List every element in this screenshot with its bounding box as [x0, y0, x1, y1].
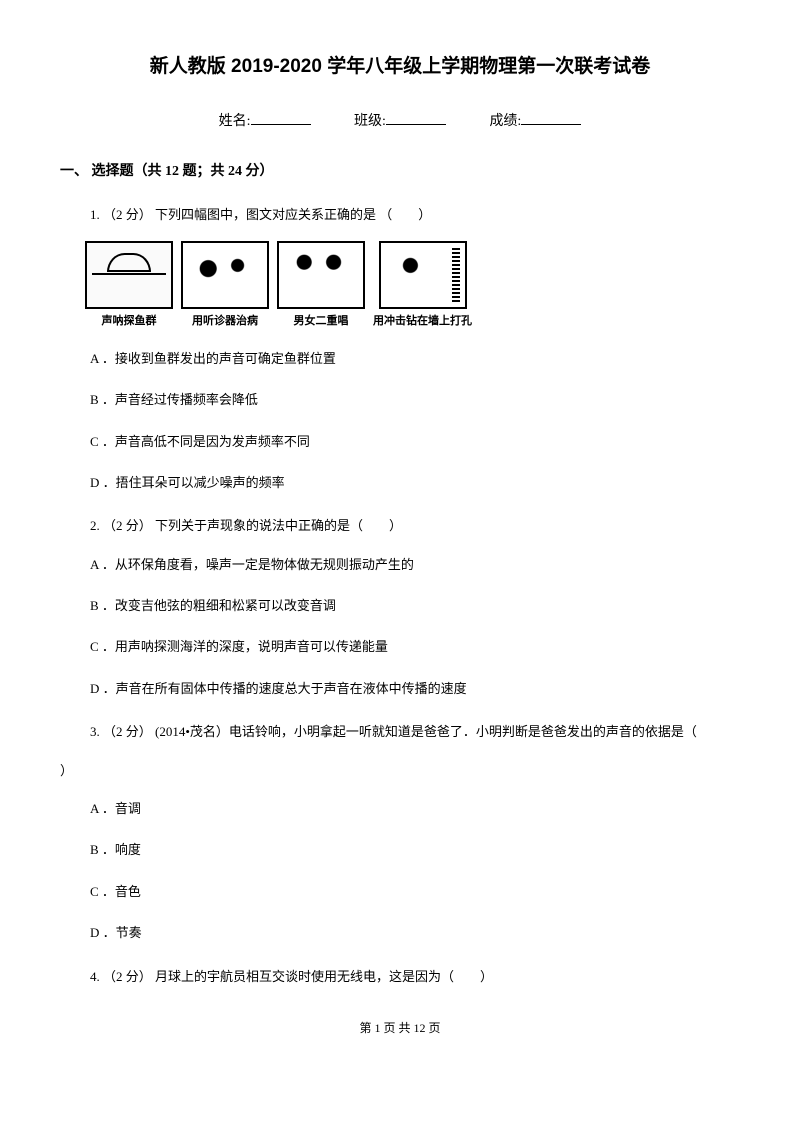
- opt-label: A ．: [90, 351, 115, 366]
- option-c: C ．用声呐探测海洋的深度，说明声音可以传递能量: [90, 635, 740, 658]
- opt-text: 音调: [115, 801, 141, 816]
- header-fields: 姓名: 班级: 成绩:: [60, 109, 740, 134]
- opt-text: 接收到鱼群发出的声音可确定鱼群位置: [115, 351, 336, 366]
- opt-text: 改变吉他弦的粗细和松紧可以改变音调: [115, 598, 336, 613]
- image-stethoscope: [181, 241, 269, 309]
- image-caption: 用听诊器治病: [192, 312, 258, 332]
- option-b: B ．声音经过传播频率会降低: [90, 388, 740, 411]
- q-body: (2014•茂名）电话铃响，小明拿起一听就知道是爸爸了．小明判断是爸爸发出的声音…: [155, 724, 697, 739]
- name-label: 姓名:: [219, 114, 251, 129]
- q-body: 月球上的宇航员相互交谈时使用无线电，这是因为（ ）: [155, 969, 493, 984]
- image-box-3: 男女二重唱: [277, 241, 365, 332]
- section-header: 一、 选择题（共 12 题；共 24 分）: [60, 159, 740, 184]
- image-caption: 声呐探鱼群: [102, 312, 157, 332]
- option-a: A ．接收到鱼群发出的声音可确定鱼群位置: [90, 347, 740, 370]
- score-label: 成绩:: [489, 114, 521, 129]
- opt-text: 用声呐探测海洋的深度，说明声音可以传递能量: [115, 639, 388, 654]
- wrap-close: ）: [60, 759, 740, 782]
- opt-text: 声音高低不同是因为发声频率不同: [115, 434, 310, 449]
- opt-label: C ．: [90, 639, 115, 654]
- opt-label: D ．: [90, 475, 116, 490]
- exam-title: 新人教版 2019-2020 学年八年级上学期物理第一次联考试卷: [60, 50, 740, 84]
- opt-label: C ．: [90, 434, 115, 449]
- option-c: C ．声音高低不同是因为发声频率不同: [90, 430, 740, 453]
- opt-label: D ．: [90, 925, 116, 940]
- image-duet: [277, 241, 365, 309]
- q-points: （2 分）: [103, 724, 152, 739]
- opt-text: 声音经过传播频率会降低: [115, 392, 258, 407]
- opt-label: A ．: [90, 557, 115, 572]
- class-label: 班级:: [354, 114, 386, 129]
- option-b: B ．改变吉他弦的粗细和松紧可以改变音调: [90, 594, 740, 617]
- opt-text: 捂住耳朵可以减少噪声的频率: [116, 475, 285, 490]
- q-points: （2 分）: [103, 969, 152, 984]
- q-body: 下列关于声现象的说法中正确的是（ ）: [155, 518, 402, 533]
- image-caption: 用冲击钻在墙上打孔: [373, 312, 472, 332]
- question-text: 4. （2 分） 月球上的宇航员相互交谈时使用无线电，这是因为（ ）: [90, 965, 740, 988]
- opt-label: A ．: [90, 801, 115, 816]
- option-d: D ．声音在所有固体中传播的速度总大于声音在液体中传播的速度: [90, 677, 740, 700]
- opt-text: 从环保角度看，噪声一定是物体做无规则振动产生的: [115, 557, 414, 572]
- opt-label: B ．: [90, 842, 115, 857]
- images-row: 声呐探鱼群 用听诊器治病 男女二重唱 用冲击钻在墙上打孔: [85, 241, 740, 332]
- option-a: A ．音调: [90, 797, 740, 820]
- image-box-1: 声呐探鱼群: [85, 241, 173, 332]
- opt-label: D ．: [90, 681, 116, 696]
- option-a: A ．从环保角度看，噪声一定是物体做无规则振动产生的: [90, 553, 740, 576]
- question-text: 3. （2 分） (2014•茂名）电话铃响，小明拿起一听就知道是爸爸了．小明判…: [90, 720, 740, 743]
- option-b: B ．响度: [90, 838, 740, 861]
- page-footer: 第 1 页 共 12 页: [60, 1018, 740, 1040]
- opt-label: B ．: [90, 598, 115, 613]
- q-points: （2 分）: [103, 207, 152, 222]
- name-blank[interactable]: [251, 124, 311, 125]
- image-caption: 男女二重唱: [294, 312, 349, 332]
- image-sonar: [85, 241, 173, 309]
- opt-label: C ．: [90, 884, 115, 899]
- q-points: （2 分）: [103, 518, 152, 533]
- question-3: 3. （2 分） (2014•茂名）电话铃响，小明拿起一听就知道是爸爸了．小明判…: [60, 720, 740, 944]
- score-blank[interactable]: [521, 124, 581, 125]
- opt-label: B ．: [90, 392, 115, 407]
- opt-text: 节奏: [116, 925, 142, 940]
- opt-text: 响度: [115, 842, 141, 857]
- q-number: 4.: [90, 969, 100, 984]
- opt-text: 音色: [115, 884, 141, 899]
- opt-text: 声音在所有固体中传播的速度总大于声音在液体中传播的速度: [116, 681, 467, 696]
- question-4: 4. （2 分） 月球上的宇航员相互交谈时使用无线电，这是因为（ ）: [60, 965, 740, 988]
- image-drill: [379, 241, 467, 309]
- option-d: D ．节奏: [90, 921, 740, 944]
- option-d: D ．捂住耳朵可以减少噪声的频率: [90, 471, 740, 494]
- question-text: 2. （2 分） 下列关于声现象的说法中正确的是（ ）: [90, 514, 740, 537]
- question-text: 1. （2 分） 下列四幅图中，图文对应关系正确的是 （ ）: [90, 203, 740, 226]
- class-blank[interactable]: [386, 124, 446, 125]
- option-c: C ．音色: [90, 880, 740, 903]
- q-number: 1.: [90, 207, 100, 222]
- question-1: 1. （2 分） 下列四幅图中，图文对应关系正确的是 （ ） 声呐探鱼群 用听诊…: [60, 203, 740, 495]
- question-2: 2. （2 分） 下列关于声现象的说法中正确的是（ ） A ．从环保角度看，噪声…: [60, 514, 740, 700]
- q-body: 下列四幅图中，图文对应关系正确的是 （ ）: [155, 207, 431, 222]
- image-box-2: 用听诊器治病: [181, 241, 269, 332]
- image-box-4: 用冲击钻在墙上打孔: [373, 241, 472, 332]
- q-number: 2.: [90, 518, 100, 533]
- q-number: 3.: [90, 724, 100, 739]
